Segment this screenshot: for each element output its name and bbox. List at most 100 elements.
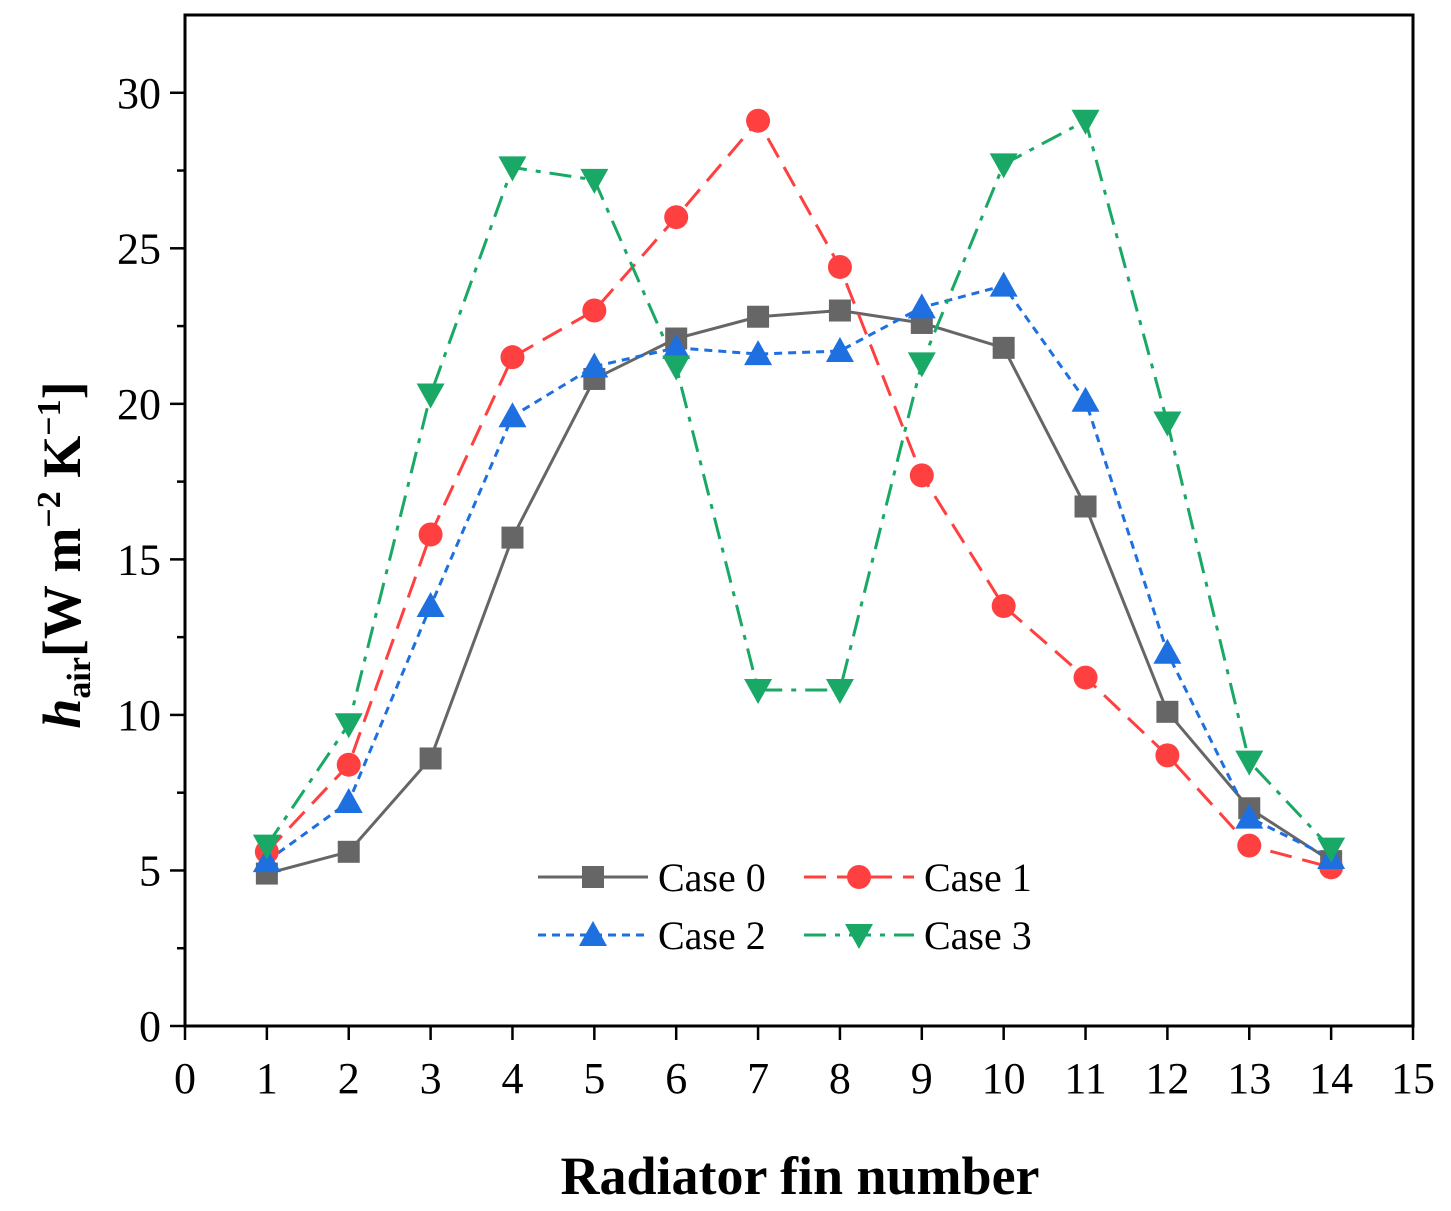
series-points-case-2 — [252, 271, 1346, 873]
data-point-case-2 — [825, 336, 854, 362]
data-point-case-1 — [1073, 665, 1098, 690]
data-point-case-1 — [827, 254, 852, 279]
data-point-case-3 — [1153, 411, 1182, 437]
x-tick-label: 0 — [174, 1054, 196, 1103]
x-tick-label: 6 — [665, 1054, 687, 1103]
x-tick-label: 14 — [1309, 1054, 1353, 1103]
legend-label-case-2: Case 2 — [658, 913, 766, 958]
legend-swatch-case-2 — [538, 921, 648, 946]
data-point-case-3 — [662, 355, 691, 381]
data-point-case-1 — [664, 205, 689, 230]
legend-item-case-3: Case 3 — [804, 913, 1032, 958]
data-point-case-1 — [582, 298, 607, 323]
x-tick-label: 13 — [1227, 1054, 1271, 1103]
x-tick-label: 4 — [501, 1054, 523, 1103]
data-point-case-2 — [334, 788, 363, 814]
data-point-case-1 — [336, 752, 361, 777]
data-point-case-0 — [992, 336, 1015, 359]
y-tick-label: 30 — [117, 69, 161, 118]
series-markers — [252, 108, 1346, 885]
data-point-case-3 — [744, 679, 773, 705]
data-point-case-3 — [907, 352, 936, 378]
y-axis-exponent-2: −1 — [31, 399, 68, 435]
data-point-case-1 — [500, 345, 525, 370]
series-line-case-3 — [265, 119, 1333, 850]
legend-item-case-2: Case 2 — [538, 913, 766, 958]
legend: Case 0 Case 1 Case 2 Case 3 — [538, 855, 1032, 958]
data-point-case-1 — [418, 522, 443, 547]
x-tick-label: 12 — [1145, 1054, 1189, 1103]
data-point-case-1 — [1155, 743, 1180, 768]
x-tick-label: 10 — [982, 1054, 1026, 1103]
legend-label-case-3: Case 3 — [924, 913, 1032, 958]
y-tick-label: 20 — [117, 380, 161, 429]
data-point-case-1 — [746, 108, 771, 133]
y-tick-label: 5 — [139, 846, 161, 895]
data-point-case-2 — [1235, 803, 1264, 829]
data-point-case-2 — [580, 352, 609, 378]
y-axis: 0 5 10 15 20 25 30 — [117, 69, 185, 1051]
legend-marker-case-2 — [579, 921, 607, 946]
x-tick-label: 7 — [747, 1054, 769, 1103]
y-axis-unit-close: ] — [32, 381, 92, 399]
legend-marker-case-0 — [582, 866, 604, 888]
x-axis-title: Radiator fin number — [560, 1146, 1039, 1206]
data-point-case-3 — [252, 834, 281, 860]
y-axis-title: hair[W m−2 K−1] — [31, 381, 98, 728]
legend-marker-case-3 — [845, 924, 873, 949]
data-point-case-2 — [1071, 386, 1100, 412]
data-point-case-1 — [991, 594, 1016, 619]
x-tick-label: 3 — [420, 1054, 442, 1103]
data-point-case-3 — [1317, 837, 1346, 863]
legend-swatch-case-3 — [804, 924, 914, 949]
data-point-case-0 — [337, 840, 360, 863]
data-point-case-3 — [825, 679, 854, 705]
data-point-case-3 — [416, 383, 445, 409]
x-tick-label: 15 — [1391, 1054, 1435, 1103]
data-point-case-2 — [744, 340, 773, 366]
x-tick-label: 1 — [256, 1054, 278, 1103]
data-point-case-3 — [498, 156, 527, 182]
data-point-case-3 — [1071, 109, 1100, 135]
legend-label-case-1: Case 1 — [924, 855, 1032, 900]
legend-item-case-1: Case 1 — [804, 855, 1032, 900]
y-tick-label: 0 — [139, 1002, 161, 1051]
data-point-case-2 — [662, 333, 691, 359]
x-tick-label: 9 — [911, 1054, 933, 1103]
data-point-case-3 — [1235, 750, 1264, 776]
data-point-case-3 — [334, 713, 363, 739]
data-point-case-3 — [580, 168, 609, 194]
data-point-case-2 — [907, 293, 936, 319]
data-point-case-1 — [909, 463, 934, 488]
y-axis-symbol: h — [32, 699, 92, 729]
series-lines — [265, 119, 1333, 876]
data-point-case-0 — [1074, 495, 1097, 518]
y-tick-label: 10 — [117, 691, 161, 740]
y-tick-label: 15 — [117, 535, 161, 584]
data-point-case-0 — [419, 747, 442, 770]
data-point-case-0 — [1156, 700, 1179, 723]
data-point-case-3 — [989, 153, 1018, 179]
y-axis-unit-open: [W m — [32, 528, 92, 658]
y-axis-subscript: air — [61, 657, 98, 699]
data-point-case-2 — [1153, 638, 1182, 664]
x-tick-label: 2 — [338, 1054, 360, 1103]
data-point-case-2 — [252, 847, 281, 873]
data-point-case-0 — [501, 526, 524, 549]
legend-swatch-case-0 — [538, 866, 648, 888]
series-points-case-3 — [252, 109, 1346, 863]
x-tick-label: 5 — [583, 1054, 605, 1103]
legend-swatch-case-1 — [804, 865, 914, 889]
y-axis-exponent-1: −2 — [31, 491, 68, 527]
legend-label-case-0: Case 0 — [658, 855, 766, 900]
data-point-case-2 — [416, 592, 445, 618]
data-point-case-1 — [1237, 833, 1262, 858]
series-line-case-1 — [265, 119, 1332, 869]
x-tick-label: 8 — [829, 1054, 851, 1103]
legend-item-case-0: Case 0 — [538, 855, 766, 900]
data-point-case-2 — [989, 271, 1018, 297]
series-line-case-0 — [266, 309, 1332, 876]
data-point-case-0 — [828, 299, 851, 322]
